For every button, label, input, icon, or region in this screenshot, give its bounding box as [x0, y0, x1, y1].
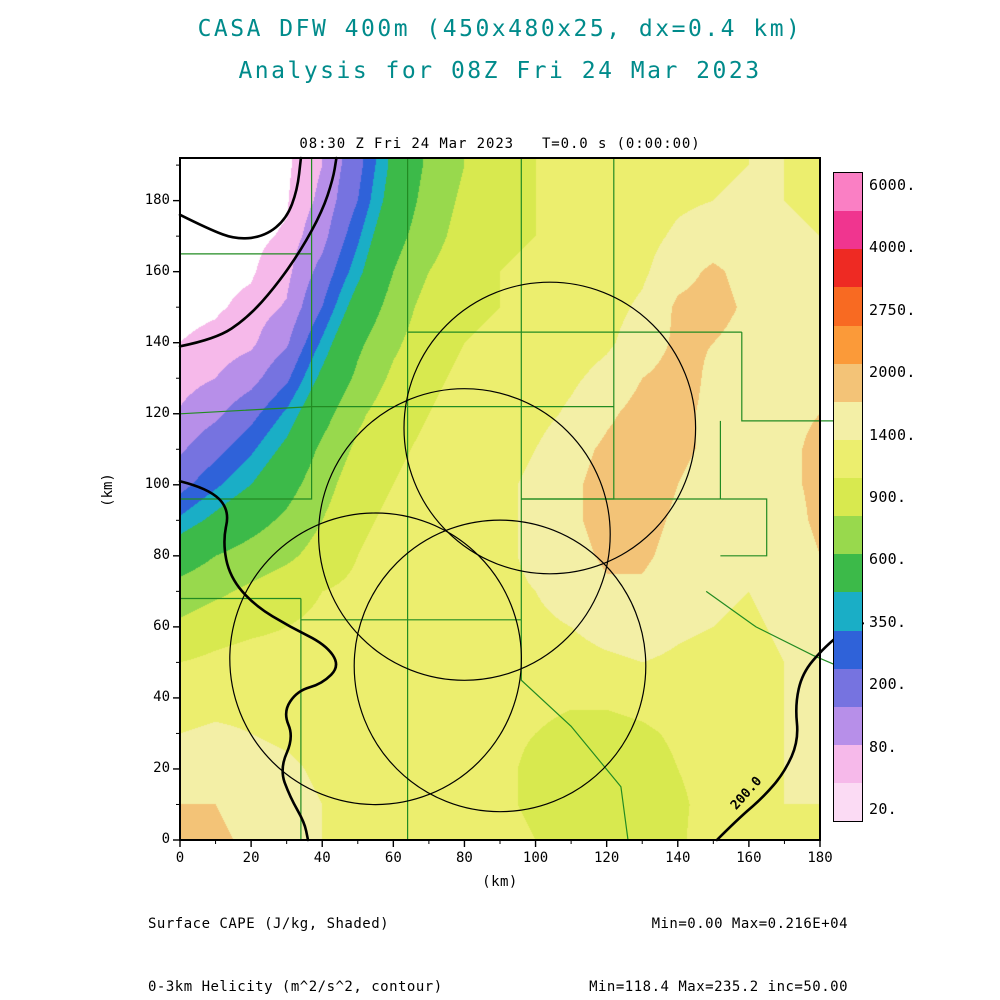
colorbar-tick-label: 350. [869, 612, 907, 631]
helicity-contour-line [715, 622, 864, 842]
helicity-minmax-caption: Min=118.4 Max=235.2 inc=50.00 [589, 979, 848, 995]
radar-range-ring [317, 388, 611, 681]
y-tick-label: 140 [144, 333, 170, 350]
county-boundary-line [180, 406, 313, 500]
contour-field-caption: 0-3km Helicity (m^2/s^2, contour) [148, 979, 443, 995]
county-boundary-line [720, 498, 768, 557]
colorbar-segment [834, 173, 862, 212]
colorbar-segment [834, 706, 862, 745]
page-title: CASA DFW 400m (450x480x25, dx=0.4 km) [197, 16, 803, 42]
x-tick-label: 40 [313, 850, 331, 866]
x-tick-label: 20 [242, 850, 260, 866]
helicity-contour-line [178, 479, 338, 842]
page-subtitle: Analysis for 08Z Fri 24 Mar 2023 [238, 58, 762, 84]
x-tick-label: 60 [384, 850, 402, 866]
y-tick-label: 160 [144, 262, 170, 279]
shaded-field-caption: Surface CAPE (J/kg, Shaded) [148, 916, 390, 932]
radar-range-ring [403, 281, 697, 575]
map-plot-area: 200.0 [173, 156, 864, 847]
y-tick-label: 40 [153, 688, 170, 705]
county-boundary-line [741, 332, 863, 422]
map-overlay-svg [173, 156, 864, 847]
x-tick-label: 0 [175, 850, 185, 866]
county-boundary-line [179, 406, 408, 415]
cape-colorbar [833, 172, 863, 822]
helicity-contour-line [178, 156, 338, 348]
colorbar-segment [834, 211, 862, 250]
x-tick-label: 140 [665, 850, 691, 866]
y-tick-label: 80 [153, 546, 170, 563]
plot-timestamp: 08:30 Z Fri 24 Mar 2023 T=0.0 s (0:00:00… [299, 136, 701, 152]
y-axis-label: (km) [100, 473, 116, 507]
x-tick-label: 180 [807, 850, 833, 866]
colorbar-tick-label: 80. [869, 737, 897, 756]
cape-minmax-caption: Min=0.00 Max=0.216E+04 [651, 916, 848, 932]
colorbar-tick-label: 20. [869, 800, 897, 818]
radar-range-ring [229, 512, 523, 806]
colorbar-segment [834, 783, 862, 822]
y-tick-label: 60 [153, 617, 170, 634]
colorbar-tick-label: 600. [869, 550, 907, 569]
colorbar-segment [834, 287, 862, 326]
colorbar-tick-label: 900. [869, 488, 907, 506]
county-boundary-line [521, 332, 615, 500]
x-tick-label: 80 [456, 850, 473, 866]
colorbar-tick-label: 1400. [869, 425, 916, 444]
colorbar-tick-label: 6000. [869, 176, 916, 194]
x-tick-label: 160 [736, 850, 762, 866]
colorbar-segment [834, 325, 862, 364]
colorbar-segment [834, 249, 862, 288]
radar-range-ring [353, 519, 647, 813]
stats-text-block: Min=0.00 Max=0.216E+04 Min=118.4 Max=235… [589, 872, 848, 1000]
y-tick-label: 100 [144, 475, 170, 492]
colorbar-segment [834, 630, 862, 669]
colorbar-segment [834, 516, 862, 555]
county-boundary-line [300, 598, 408, 621]
colorbar-tick-label: 200. [869, 675, 907, 694]
colorbar-segment [834, 592, 862, 631]
x-tick-label: 120 [594, 850, 620, 866]
colorbar-segment [834, 668, 862, 707]
colorbar-segment [834, 439, 862, 478]
y-tick-label: 120 [144, 404, 170, 421]
colorbar-segment [834, 478, 862, 517]
x-axis-unit-label: (km) [482, 874, 518, 890]
colorbar-segment [834, 744, 862, 783]
colorbar-segment [834, 363, 862, 402]
legend-text-block: Surface CAPE (J/kg, Shaded) 0-3km Helici… [148, 872, 443, 1000]
colorbar-tick-label: 4000. [869, 238, 916, 257]
y-tick-label: 0 [161, 831, 170, 847]
x-tick-label: 100 [522, 850, 549, 866]
colorbar-tick-label: 2750. [869, 300, 916, 319]
y-tick-label: 180 [144, 191, 170, 208]
colorbar-tick-label: 2000. [869, 363, 916, 382]
colorbar-segment [834, 554, 862, 593]
colorbar-segment [834, 401, 862, 440]
y-tick-label: 20 [153, 759, 170, 776]
helicity-contour-line [178, 156, 303, 240]
